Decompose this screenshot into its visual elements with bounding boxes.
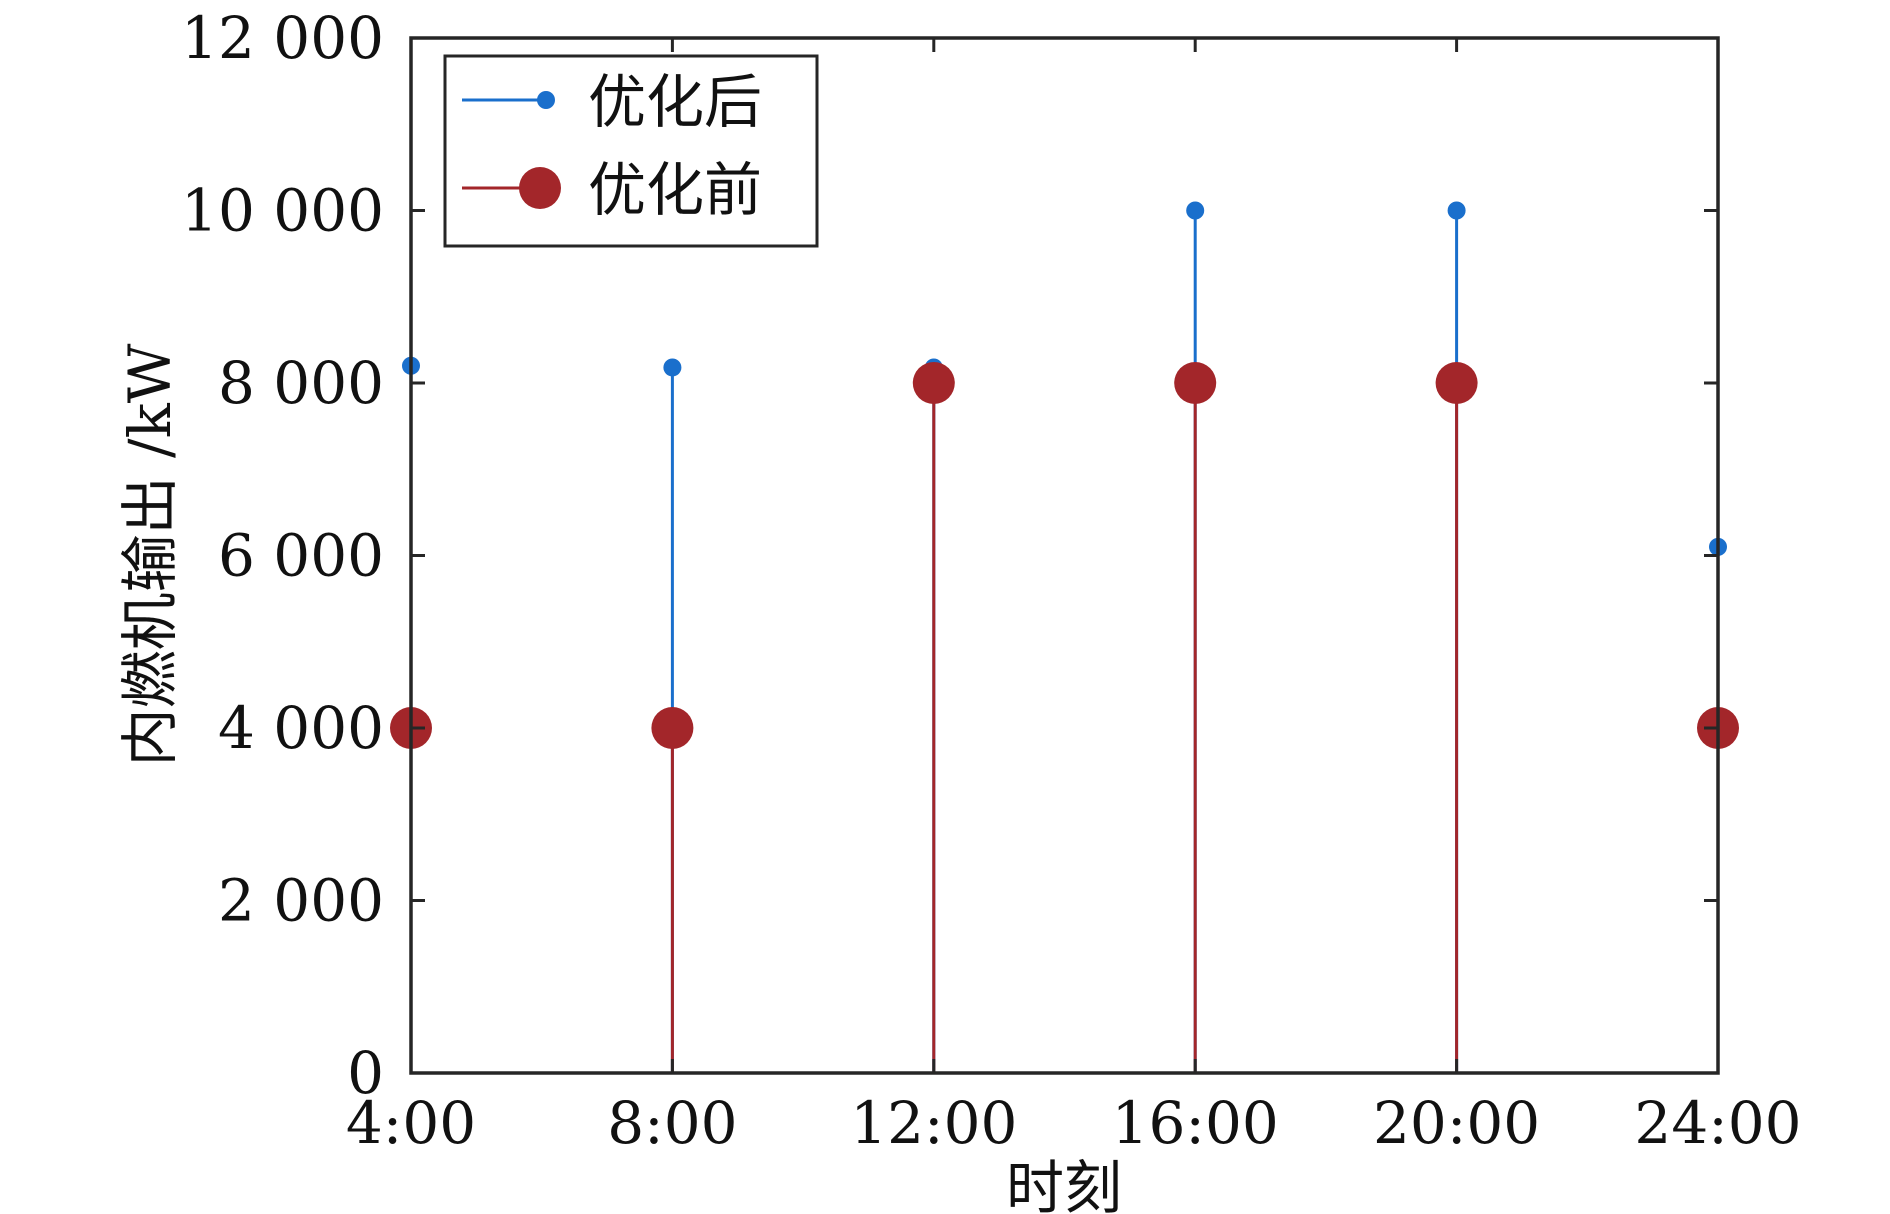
y-tick-label-1: 2 000 xyxy=(218,867,384,935)
y-axis-label: 内燃机输出 /kW xyxy=(116,343,184,766)
before-marker-4 xyxy=(1435,362,1478,404)
legend: 优化后 优化前 xyxy=(443,54,819,248)
y-tick-label-6: 12 000 xyxy=(181,4,384,72)
series-after-stems xyxy=(402,201,1727,1073)
after-marker-1 xyxy=(663,358,682,377)
after-marker-4 xyxy=(1447,201,1466,220)
legend-label-after: 优化后 xyxy=(588,68,762,136)
x-tick-label-1: 8:00 xyxy=(607,1089,737,1157)
y-tick-label-3: 6 000 xyxy=(218,522,384,590)
legend-swatch-after-marker xyxy=(537,91,555,109)
before-marker-2 xyxy=(912,362,955,404)
before-marker-1 xyxy=(651,707,694,749)
y-tick-label-2: 4 000 xyxy=(218,694,384,762)
x-tick-labels: 4:00 8:00 12:00 16:00 20:00 24:00 xyxy=(346,1089,1802,1157)
series-before-stems xyxy=(390,362,1739,1073)
before-marker-3 xyxy=(1174,362,1217,404)
legend-swatch-before-marker xyxy=(519,167,561,209)
x-tick-label-0: 4:00 xyxy=(346,1089,476,1157)
after-marker-3 xyxy=(1186,201,1205,220)
y-tick-label-0: 0 xyxy=(347,1039,384,1107)
legend-box xyxy=(443,54,819,248)
y-tick-labels: 0 2 000 4 000 6 000 8 000 10 000 12 000 xyxy=(181,4,384,1107)
axis-ticks xyxy=(409,36,1720,1075)
x-tick-label-4: 20:00 xyxy=(1373,1089,1540,1157)
x-tick-label-3: 16:00 xyxy=(1112,1089,1279,1157)
legend-label-before: 优化前 xyxy=(588,156,762,224)
y-tick-label-4: 8 000 xyxy=(218,349,384,417)
y-tick-label-5: 10 000 xyxy=(181,177,384,245)
x-tick-label-2: 12:00 xyxy=(850,1089,1017,1157)
x-axis-label: 时刻 xyxy=(1006,1154,1122,1214)
x-tick-label-5: 24:00 xyxy=(1634,1089,1801,1157)
